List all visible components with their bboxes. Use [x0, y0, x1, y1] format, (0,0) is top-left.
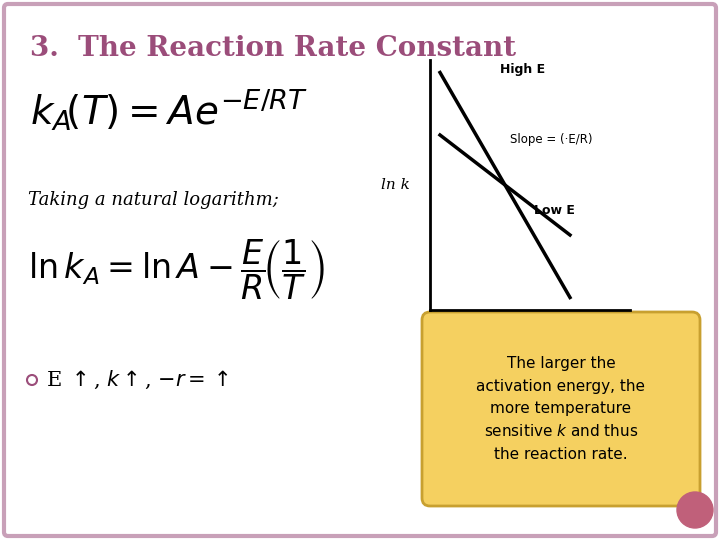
Text: Slope = (·E/R): Slope = (·E/R) [510, 133, 593, 146]
Text: Taking a natural logarithm;: Taking a natural logarithm; [28, 191, 279, 209]
Text: E $\uparrow$, $k\uparrow$, $-r=\uparrow$: E $\uparrow$, $k\uparrow$, $-r=\uparrow$ [46, 369, 229, 391]
Text: Low E: Low E [534, 204, 575, 217]
Circle shape [677, 492, 713, 528]
FancyBboxPatch shape [422, 312, 700, 506]
Polygon shape [480, 300, 520, 320]
Text: $k_A\!\left(T\right)= A e^{-E/RT}$: $k_A\!\left(T\right)= A e^{-E/RT}$ [30, 87, 308, 133]
Text: 3.  The Reaction Rate Constant: 3. The Reaction Rate Constant [30, 35, 516, 62]
Text: $\ln k_A = \ln A - \dfrac{E}{R}\!\left(\dfrac{1}{T}\right)$: $\ln k_A = \ln A - \dfrac{E}{R}\!\left(\… [28, 238, 325, 302]
Text: High E: High E [500, 64, 545, 77]
Text: ln k: ln k [381, 178, 410, 192]
Text: The larger the
activation energy, the
more temperature
sensitive $k$ and thus
th: The larger the activation energy, the mo… [477, 356, 646, 462]
FancyBboxPatch shape [4, 4, 716, 536]
Text: $\dfrac{1}{T}$: $\dfrac{1}{T}$ [503, 325, 518, 363]
